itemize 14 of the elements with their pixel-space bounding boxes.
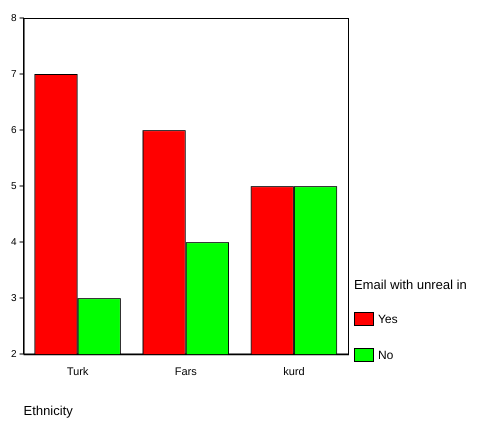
y-tick-label: 5 — [11, 180, 17, 192]
x-tick-label: kurd — [283, 366, 305, 378]
x-tick-label: Turk — [66, 366, 89, 378]
y-tick-label: 2 — [11, 348, 17, 360]
legend-label: No — [378, 348, 394, 362]
y-tick-label: 8 — [11, 12, 17, 24]
x-axis-title: Ethnicity — [24, 402, 74, 418]
y-tick-label: 6 — [11, 124, 17, 136]
legend-title: Email with unreal in — [354, 277, 467, 292]
y-tick-label: 4 — [11, 236, 17, 248]
y-tick-label: 7 — [11, 68, 17, 80]
y-tick-label: 3 — [11, 292, 17, 304]
x-tick-label: Fars — [174, 366, 198, 378]
legend-label: Yes — [378, 312, 398, 326]
